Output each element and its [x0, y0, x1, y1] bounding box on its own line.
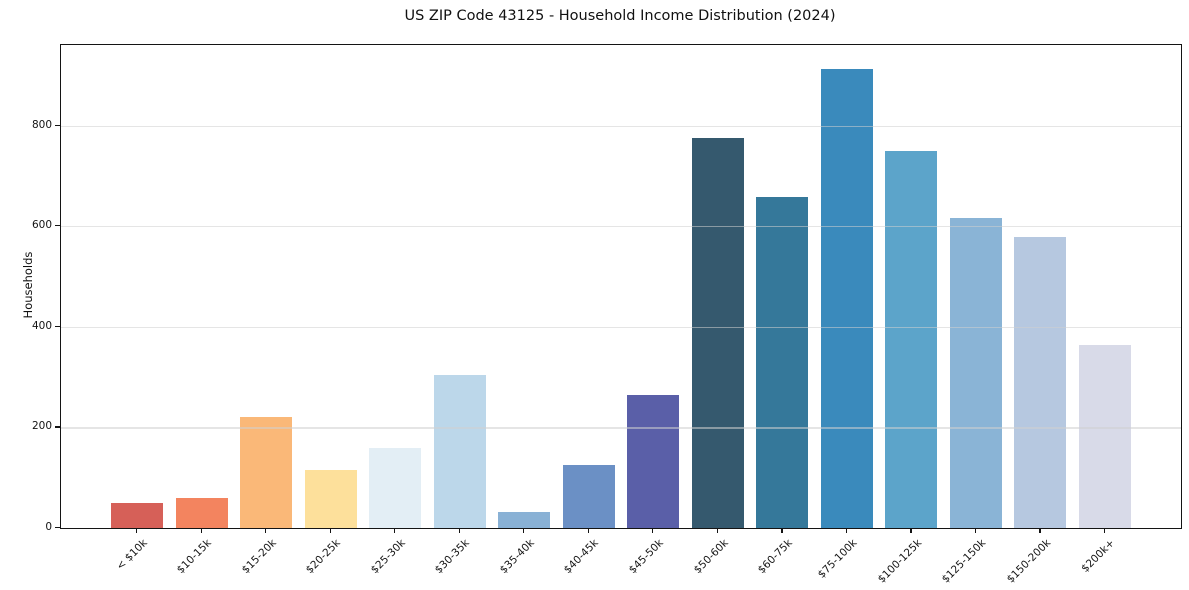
x-tick-label-$35-40k: $35-40k [497, 537, 537, 577]
x-tick-label-$200k+: $200k+ [1079, 537, 1118, 575]
y-tick-label-600: 600 [31, 219, 52, 232]
x-tick-label-$100-125k: $100-125k [875, 537, 924, 586]
bar-$60-75k [756, 197, 809, 528]
x-tick-< $10k [136, 528, 138, 533]
bar-< $10k [111, 502, 163, 528]
x-tick-label-$150-200k: $150-200k [1004, 537, 1053, 586]
bar-$100-125k [885, 150, 938, 528]
bar-$15-20k [240, 417, 293, 528]
x-tick-label-$45-50k: $45-50k [626, 537, 666, 577]
bar-$150-200k [1014, 237, 1067, 528]
x-tick-$25-30k [394, 528, 396, 533]
y-tick-label-800: 800 [31, 118, 52, 131]
x-tick-$20-25k [329, 528, 331, 533]
x-tick-$60-75k [781, 528, 783, 533]
bar-$40-45k [562, 465, 615, 528]
y-tick-label-200: 200 [31, 420, 52, 433]
gridline-200 [61, 427, 1181, 429]
y-tick-200 [55, 426, 60, 428]
x-tick-$50-60k [716, 528, 718, 533]
gridline-600 [61, 226, 1181, 228]
x-tick-$10-15k [200, 528, 202, 533]
chart-title: US ZIP Code 43125 - Household Income Dis… [404, 8, 836, 24]
x-tick-$200k+ [1104, 528, 1106, 533]
bar-$75-100k [820, 69, 873, 528]
y-tick-label-400: 400 [31, 319, 52, 332]
x-tick-label-$125-150k: $125-150k [939, 537, 989, 586]
x-tick-$125-150k [974, 528, 977, 533]
bar-$25-30k [369, 447, 422, 528]
x-tick-$35-40k [523, 528, 525, 533]
bar-$125-150k [949, 217, 1002, 528]
bar-$30-35k [433, 374, 486, 528]
bar-$10-15k [175, 497, 228, 528]
x-tick-label-$10-15k: $10-15k [174, 537, 215, 577]
y-tick-400 [55, 325, 60, 327]
x-tick-label-$25-30k: $25-30k [368, 537, 408, 577]
gridline-800 [61, 125, 1181, 127]
y-tick-600 [55, 225, 60, 227]
x-tick-label-$30-35k: $30-35k [433, 537, 473, 577]
x-tick-$75-100k [845, 528, 848, 533]
x-tick-label-$20-25k: $20-25k [304, 537, 344, 577]
bar-$45-50k [627, 394, 680, 528]
bar-$20-25k [304, 470, 357, 528]
x-tick-$15-20k [265, 528, 267, 533]
bar-$200k+ [1079, 344, 1131, 528]
y-tick-label-0: 0 [45, 521, 52, 533]
x-tick-$40-45k [587, 528, 589, 533]
x-tick-$45-50k [652, 528, 654, 533]
y-tick-0 [55, 527, 60, 529]
x-tick-label-$75-100k: $75-100k [815, 537, 860, 581]
x-tick-$150-200k [1039, 528, 1041, 533]
x-tick-label-$50-60k: $50-60k [691, 537, 731, 577]
gridline-400 [61, 326, 1181, 328]
bar-$35-40k [498, 511, 551, 528]
x-tick-$100-125k [910, 528, 912, 533]
bar-$50-60k [691, 138, 744, 528]
y-tick-800 [55, 124, 60, 126]
plot-area [60, 44, 1182, 529]
x-tick-label-$40-45k: $40-45k [562, 537, 602, 577]
x-tick-label-< $10k: < $10k [113, 537, 150, 573]
x-tick-label-$15-20k: $15-20k [239, 537, 279, 577]
x-tick-label-$60-75k: $60-75k [755, 537, 795, 577]
x-tick-$30-35k [458, 528, 460, 533]
